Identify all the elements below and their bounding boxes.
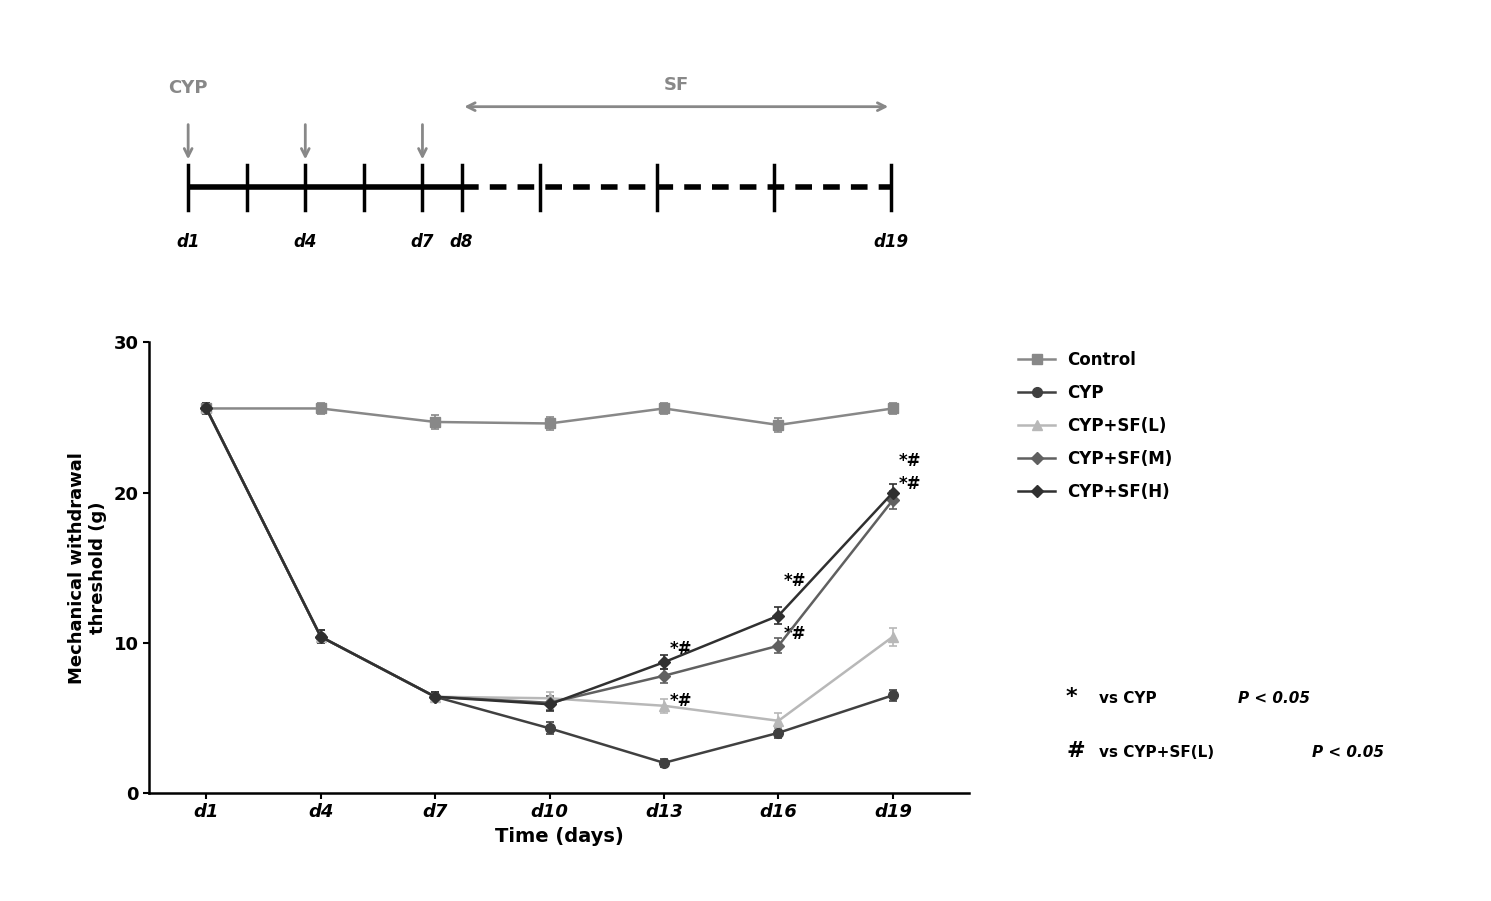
Text: #: # [1066, 741, 1084, 760]
Text: *#: *# [784, 572, 807, 590]
Text: P < 0.05: P < 0.05 [1238, 691, 1309, 705]
Legend: Control, CYP, CYP+SF(L), CYP+SF(M), CYP+SF(H): Control, CYP, CYP+SF(L), CYP+SF(M), CYP+… [1018, 350, 1172, 501]
Y-axis label: Mechanical withdrawal
threshold (g): Mechanical withdrawal threshold (g) [69, 451, 107, 684]
Text: vs CYP+SF(L): vs CYP+SF(L) [1099, 745, 1214, 760]
X-axis label: Time (days): Time (days) [495, 827, 623, 846]
Text: CYP: CYP [168, 78, 207, 96]
Text: *#: *# [669, 640, 692, 658]
Text: *#: *# [784, 624, 807, 642]
Text: d19: d19 [874, 232, 908, 250]
Text: P < 0.05: P < 0.05 [1312, 745, 1384, 760]
Text: *: * [1066, 687, 1078, 706]
Text: *#: *# [899, 475, 921, 493]
Text: *#: *# [669, 692, 692, 710]
Text: d4: d4 [294, 232, 318, 250]
Text: d7: d7 [410, 232, 434, 250]
Text: d8: d8 [450, 232, 473, 250]
Text: d1: d1 [176, 232, 200, 250]
Text: *#: *# [899, 452, 921, 470]
Text: vs CYP: vs CYP [1099, 691, 1157, 705]
Text: SF: SF [663, 76, 689, 94]
